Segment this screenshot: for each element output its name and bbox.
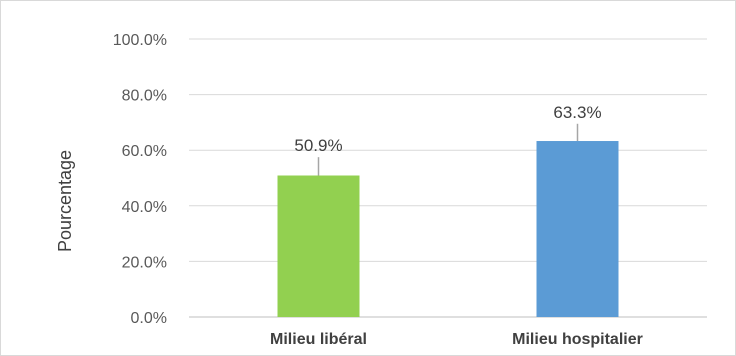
y-axis-ticks: 0.0% 20.0% 40.0% 60.0% 80.0% 100.0% [113,32,167,327]
bar [277,175,360,317]
y-tick-label: 100.0% [113,32,167,49]
category-label: Milieu hospitalier [512,331,643,348]
y-tick-label: 20.0% [122,254,167,271]
gridlines [189,38,707,318]
y-axis-title: Pourcentage [55,150,75,252]
data-labels: 50.9% 63.3% [294,103,601,155]
category-label: Milieu libéral [270,331,367,348]
y-tick-label: 0.0% [131,310,167,327]
y-tick-label: 40.0% [122,199,167,216]
bar [536,141,619,317]
y-tick-label: 60.0% [122,143,167,160]
x-axis-categories: Milieu libéral Milieu hospitalier [270,331,643,348]
error-bars [317,123,579,176]
y-tick-label: 80.0% [122,88,167,105]
data-label: 50.9% [294,136,342,155]
data-label: 63.3% [553,103,601,122]
bars [277,141,619,317]
